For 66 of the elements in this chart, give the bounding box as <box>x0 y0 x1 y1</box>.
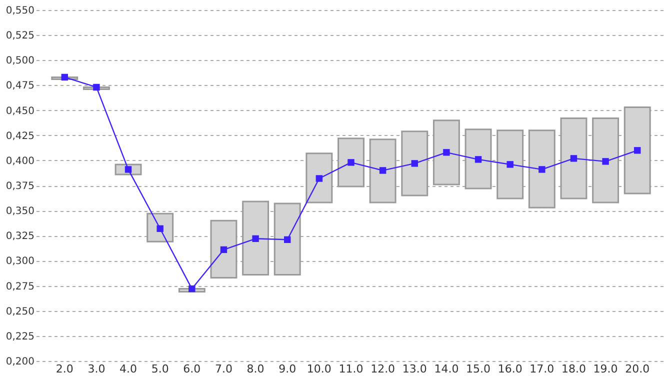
point <box>252 235 259 242</box>
point <box>538 166 546 173</box>
y-tick-label: 0,525 <box>6 30 34 42</box>
bar <box>401 130 428 196</box>
x-tick-label: 20.0 <box>625 362 650 376</box>
y-tick-label: 0,275 <box>6 281 34 292</box>
point <box>474 156 482 163</box>
bar <box>338 138 364 188</box>
point <box>443 149 450 156</box>
bar <box>242 200 270 276</box>
point <box>602 158 609 165</box>
point <box>348 159 354 166</box>
bar <box>560 118 588 200</box>
x-tick-label: 17.0 <box>530 362 554 376</box>
y-tick-label: 0,450 <box>6 106 34 117</box>
x-tick-label: 4.0 <box>120 362 138 376</box>
x-tick-label: 18.0 <box>561 362 586 376</box>
y-tick-label: 0,325 <box>6 231 34 242</box>
bar <box>624 106 651 194</box>
point <box>220 246 228 254</box>
point <box>61 74 68 81</box>
x-tick-label: 12.0 <box>370 362 396 376</box>
bar <box>464 128 492 190</box>
point <box>379 167 386 174</box>
bar <box>432 120 460 186</box>
y-tick-label: 0,350 <box>6 206 34 218</box>
point <box>506 161 514 168</box>
x-tick-label: 8.0 <box>246 362 264 376</box>
bar <box>306 152 333 204</box>
x-tick-label: 5.0 <box>151 362 169 376</box>
x-tick-label: 7.0 <box>214 362 232 376</box>
x-tick-label: 13.0 <box>402 362 427 376</box>
y-tick-label: 0,375 <box>6 181 34 192</box>
bar <box>274 202 301 276</box>
y-tick-label: 0,425 <box>6 130 34 142</box>
x-tick-label: 11.0 <box>338 362 364 376</box>
x-tick-label: 6.0 <box>183 362 201 376</box>
x-tick-label: 9.0 <box>278 362 296 376</box>
x-tick-label: 10.0 <box>306 362 332 376</box>
y-tick-label: 0,250 <box>6 306 34 318</box>
point <box>284 236 291 244</box>
y-tick-label: 0,225 <box>6 331 34 342</box>
x-tick-label: 16.0 <box>498 362 522 376</box>
point <box>93 84 100 91</box>
bar <box>210 220 238 279</box>
bar <box>496 130 524 200</box>
bar <box>369 138 396 204</box>
point <box>316 175 323 182</box>
y-tick-label: 0,475 <box>6 80 34 92</box>
y-tick-label: 0,400 <box>6 156 34 167</box>
point <box>570 155 578 162</box>
y-tick-label: 0,500 <box>6 56 34 67</box>
x-tick-label: 14.0 <box>434 362 459 376</box>
bar <box>528 130 556 208</box>
x-tick-label: 3.0 <box>88 362 106 376</box>
y-tick-label: 0,550 <box>6 6 34 16</box>
x-tick-label: 15.0 <box>466 362 491 376</box>
y-tick-label: 0,200 <box>6 356 34 368</box>
point <box>156 225 164 232</box>
point <box>634 147 641 154</box>
point <box>188 285 196 292</box>
x-tick-label: 2.0 <box>56 362 74 376</box>
y-tick-label: 0,300 <box>6 256 34 268</box>
bar <box>592 118 620 204</box>
point <box>411 160 418 167</box>
x-tick-label: 19.0 <box>593 362 618 376</box>
